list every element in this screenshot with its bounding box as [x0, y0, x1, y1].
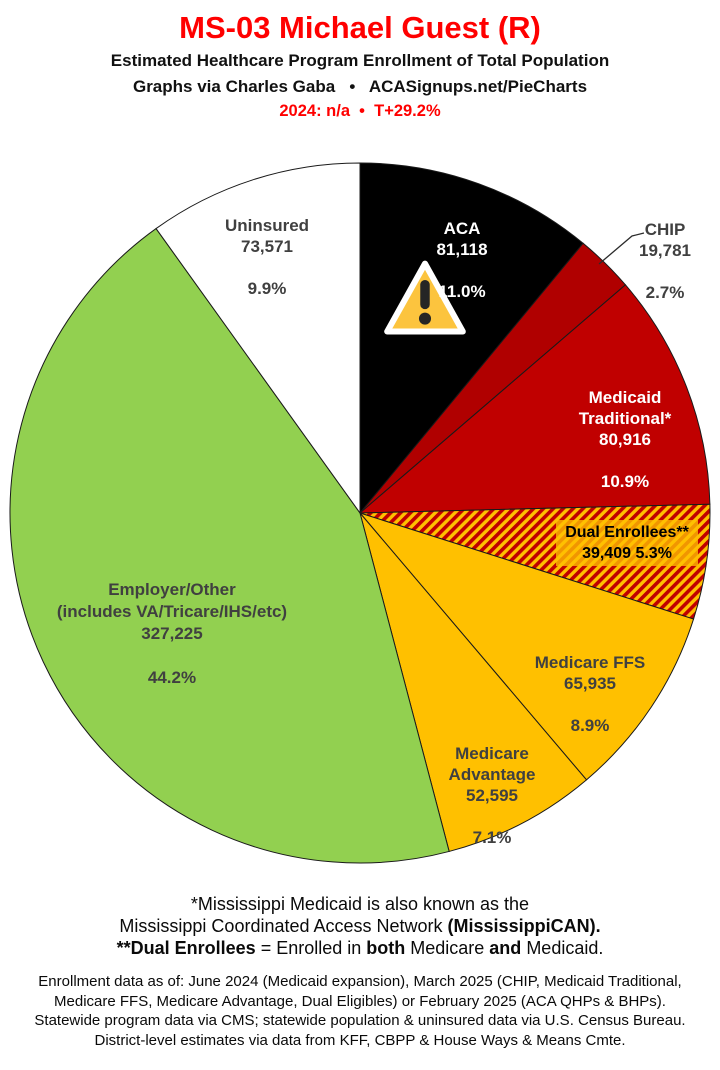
- source-line-1: Enrollment data as of: June 2024 (Medica…: [38, 973, 682, 990]
- chip-connector-line: [598, 232, 645, 265]
- chart-status-line: 2024: n/a • T+29.2%: [279, 102, 441, 120]
- pie-slice-medicare-ffs: [358, 511, 695, 781]
- source-line-2: Medicare FFS, Medicare Advantage, Dual E…: [54, 992, 666, 1010]
- pie-slice-employer-other: [9, 227, 450, 864]
- footnote-line-2: Mississippi Coordinated Access Network (…: [119, 916, 601, 936]
- footnote-line-1: *Mississippi Medicaid is also known as t…: [190, 894, 530, 914]
- footnote-block: *Mississippi Medicaid is also known as t…: [0, 893, 720, 959]
- source-line-4: District-level estimates via data from K…: [94, 1031, 626, 1049]
- pie-slice-uninsured: [155, 162, 361, 515]
- slice-label-chip: CHIP 19,781 2.7%: [639, 220, 691, 302]
- slice-label-uninsured: Uninsured 73,571 9.9%: [224, 216, 310, 298]
- slice-label-medicare-ffs: Medicare FFS 65,935 8.9%: [534, 653, 646, 735]
- footnote-line-3: **Dual Enrollees = Enrolled in both Medi…: [116, 938, 604, 958]
- source-block: Enrollment data as of: June 2024 (Medica…: [0, 972, 720, 1050]
- pie-slice-medicaid-traditional: [358, 284, 711, 514]
- chart-subtitle: Estimated Healthcare Program Enrollment …: [110, 51, 610, 70]
- pie-slice-aca: [359, 162, 584, 515]
- slice-label-medicaid-traditional: Medicaid Traditional* 80,916 10.9%: [578, 388, 672, 491]
- source-line-3: Statewide program data via CMS; statewid…: [34, 1012, 686, 1029]
- slice-label-dual-enrollees: Dual Enrollees** 39,409 5.3%: [556, 520, 698, 566]
- chart-title: MS-03 Michael Guest (R): [179, 10, 541, 45]
- slice-label-aca: ACA 81,118 11.0%: [436, 219, 488, 301]
- slice-label-medicare-advantage: Medicare Advantage 52,595 7.1%: [448, 744, 536, 847]
- pie-slice-medicare-advantage: [359, 512, 588, 853]
- slice-label-employer-other: Employer/Other (includes VA/Tricare/IHS/…: [56, 580, 288, 687]
- chart-byline: Graphs via Charles Gaba • ACASignups.net…: [132, 77, 588, 96]
- warning-icon: [384, 260, 466, 335]
